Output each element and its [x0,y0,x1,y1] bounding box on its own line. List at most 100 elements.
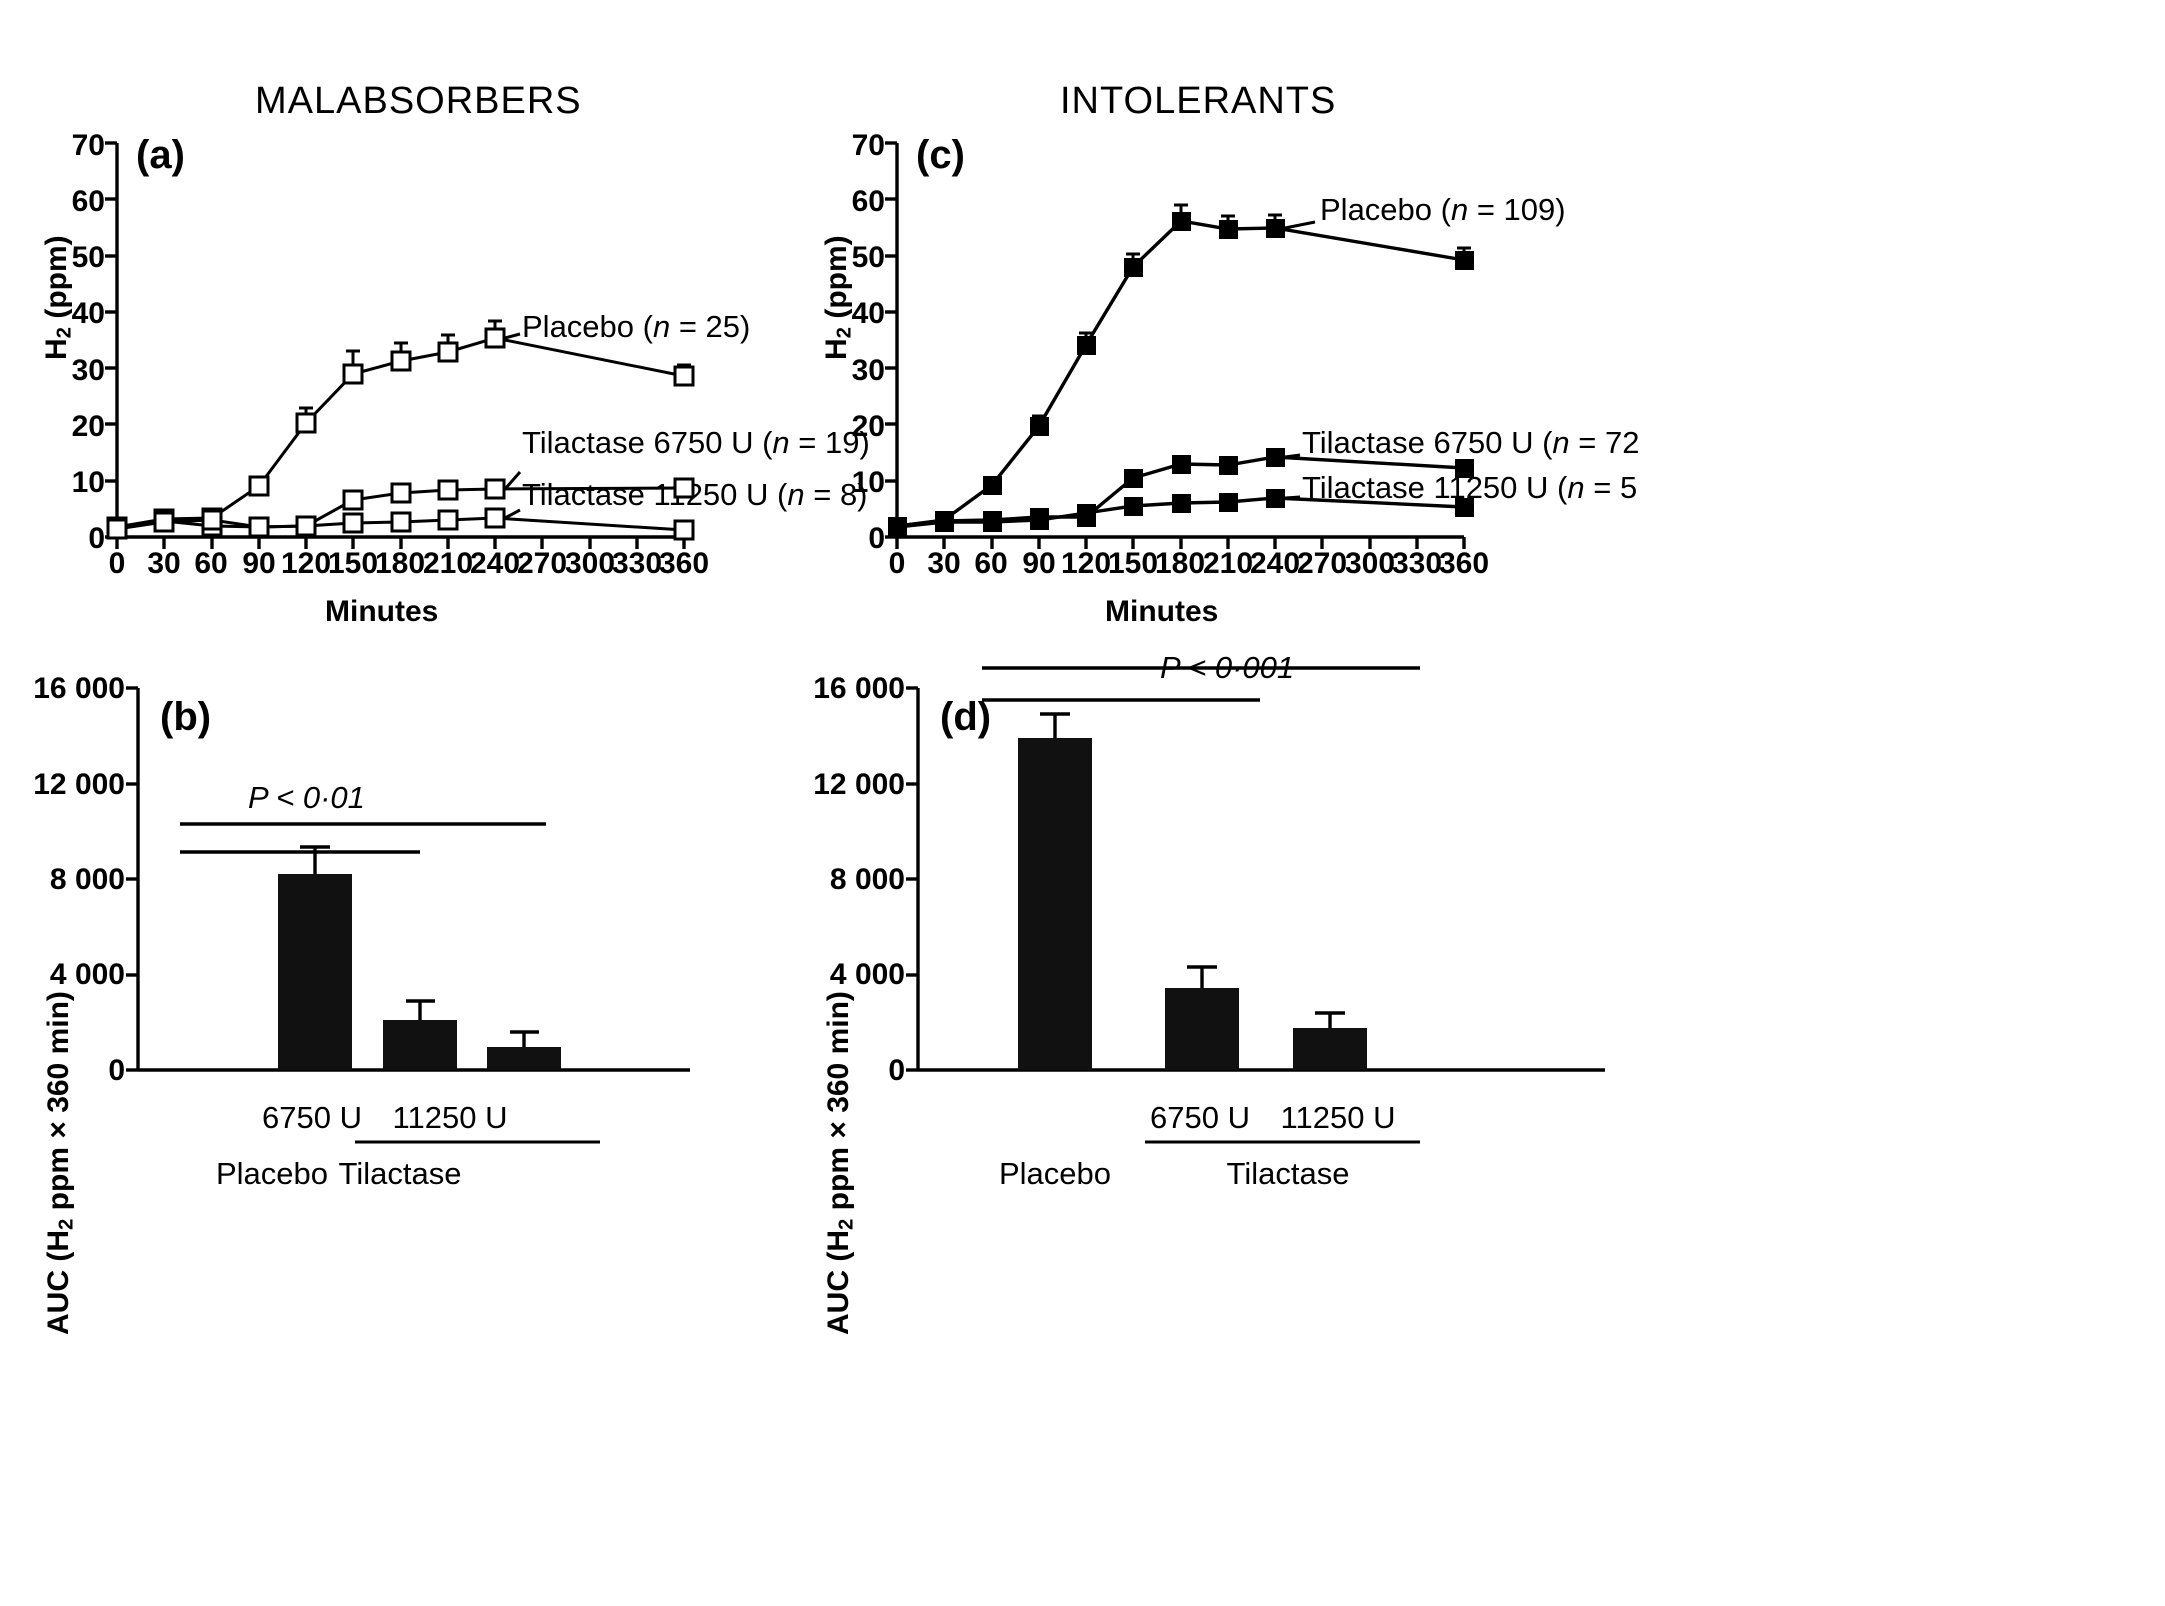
panel-d-bar-placebo [1018,738,1092,1070]
panel-c-ytick-20: 20 [851,410,885,443]
panel-a-x-axis-title: Minutes [325,595,439,628]
panel-c: (c) H2 (ppm) 0 10 20 30 40 50 60 70 0 30… [780,0,2165,640]
panel-b-ytick-16000: 16 000 [33,672,125,705]
panel-d-ytick-4000: 4 000 [829,958,905,991]
panel-a-xtick-60: 60 [194,547,228,580]
panel-d-ylabel-pre: AUC (H [822,1230,855,1335]
panel-d-ytick-8000: 8 000 [829,863,905,896]
panel-c-ytick-40: 40 [851,297,885,330]
panel-c-xtick-270: 270 [1296,547,1348,580]
panel-b-ytick-8000: 8 000 [49,863,125,896]
panel-a-xtick-210: 210 [422,547,474,580]
panel-b-cat-label-6750: 6750 U [262,1100,362,1135]
panel-b: (b) AUC (H2 ppm × 360 min) 0 4 000 8 000… [0,640,1010,1606]
panel-c-ytick-30: 30 [851,354,885,387]
panel-a-axes [105,141,686,549]
panel-b-bar-6750 [383,1020,457,1070]
panel-b-plot [126,686,690,1144]
panel-a-plot [105,141,695,549]
panel-d-bars [1018,738,1367,1070]
panel-c-ytick-60: 60 [851,185,885,218]
panel-c-series-tilactase-11250 [888,489,1474,537]
panel-c-series-label-placebo: Placebo (n = 109) [1320,192,1566,227]
panel-c-xtick-0: 0 [888,547,906,580]
panel-c-xtick-210: 210 [1202,547,1254,580]
column-title-malabsorbers: MALABSORBERS [255,80,582,122]
panel-a-leader-lines [503,332,522,520]
panel-c-series-label-tilactase-6750: Tilactase 6750 U (n = 72 [1302,425,1640,460]
panel-a-xtick-270: 270 [516,547,568,580]
panel-c-xtick-30: 30 [927,547,961,580]
panel-d-ytick-12000: 12 000 [813,768,905,801]
panel-a-xtick-240: 240 [469,547,521,580]
panel-c-ytick-10: 10 [851,466,885,499]
panel-a-ytick-60: 60 [71,185,105,218]
panel-a-series-label-tilactase-11250: Tilactase 11250 U (n = 8) [522,477,868,512]
panel-d-cat-label-placebo: Placebo [998,1156,1112,1191]
panel-a-series-label-tilactase-6750: Tilactase 6750 U (n = 19) [522,425,870,460]
panel-d-cat-label-11250: 11250 U [1280,1100,1396,1135]
panel-b-axes [126,686,690,1072]
panel-c-series-label-tilactase-11250: Tilactase 11250 U (n = 5 [1302,470,1638,505]
panel-d-cat-label-6750: 6750 U [1150,1100,1250,1135]
panel-a-xtick-330: 330 [611,547,663,580]
panel-a-ytick-10: 10 [71,466,105,499]
panel-d: (d) AUC (H2 ppm × 360 min) 0 4 000 8 000… [760,640,2165,1606]
panel-c-xtick-60: 60 [974,547,1008,580]
panel-b-group-label-tilactase: Tilactase [338,1156,462,1191]
panel-a-xtick-30: 30 [147,547,181,580]
panel-c-x-axis-title: Minutes [1105,595,1219,628]
panel-d-axes [906,686,1605,1072]
panel-c-xtick-240: 240 [1249,547,1301,580]
panel-c-series-placebo [888,203,1474,536]
panel-c-xtick-150: 150 [1107,547,1159,580]
panel-c-plot [885,141,1474,549]
panel-a-xtick-0: 0 [108,547,126,580]
panel-a-xtick-150: 150 [327,547,379,580]
column-title-intolerants: INTOLERANTS [1060,80,1337,122]
panel-b-pvalue-label: P < 0·01 [248,780,365,815]
panel-c-xtick-120: 120 [1060,547,1112,580]
panel-c-xtick-330: 330 [1391,547,1443,580]
panel-a-ytick-40: 40 [71,297,105,330]
panel-b-cat-label-11250: 11250 U [392,1100,508,1135]
panel-d-plot [906,666,1605,1144]
panel-c-axes [885,141,1466,549]
panel-d-letter: (d) [940,695,992,739]
panel-c-leader-lines [1284,220,1316,500]
panel-b-bar-placebo [278,874,352,1070]
panel-d-significance-lines [982,666,1420,702]
panel-c-xtick-300: 300 [1344,547,1396,580]
panel-a-series-placebo [106,319,695,538]
panel-a-xtick-300: 300 [564,547,616,580]
panel-c-ytick-50: 50 [851,241,885,274]
panel-c-xtick-360: 360 [1438,547,1490,580]
panel-c-ytick-70: 70 [851,129,885,162]
panel-a-series-tilactase-11250 [106,507,695,541]
panel-d-error-bars [1040,712,1345,1028]
panel-d-ytick-0: 0 [888,1054,905,1087]
panel-b-ylabel-pre: AUC (H [42,1230,75,1335]
panel-b-ytick-12000: 12 000 [33,768,125,801]
panel-c-xtick-180: 180 [1154,547,1206,580]
panel-b-letter: (b) [160,695,212,739]
panel-a-ytick-70: 70 [71,129,105,162]
panel-b-bars [278,874,561,1070]
panel-b-ytick-0: 0 [108,1054,125,1087]
panel-c-ytick-0: 0 [868,522,885,555]
panel-a-ytick-50: 50 [71,241,105,274]
panel-a-xtick-90: 90 [242,547,276,580]
panel-a-xtick-180: 180 [374,547,426,580]
panel-b-significance-lines [180,822,546,854]
panel-b-bar-11250 [487,1047,561,1070]
panel-a-xtick-360: 360 [658,547,710,580]
panel-d-bar-6750 [1165,988,1239,1070]
panel-a-ytick-0: 0 [88,522,105,555]
panel-a: (a) H2 (ppm) 0 10 20 30 40 50 60 70 0 30… [0,0,1010,640]
panel-b-ytick-4000: 4 000 [49,958,125,991]
panel-a-series-label-placebo: Placebo (n = 25) [522,309,751,344]
panel-a-letter: (a) [136,133,185,177]
panel-d-ytick-16000: 16 000 [813,672,905,705]
panel-c-letter: (c) [916,133,965,177]
